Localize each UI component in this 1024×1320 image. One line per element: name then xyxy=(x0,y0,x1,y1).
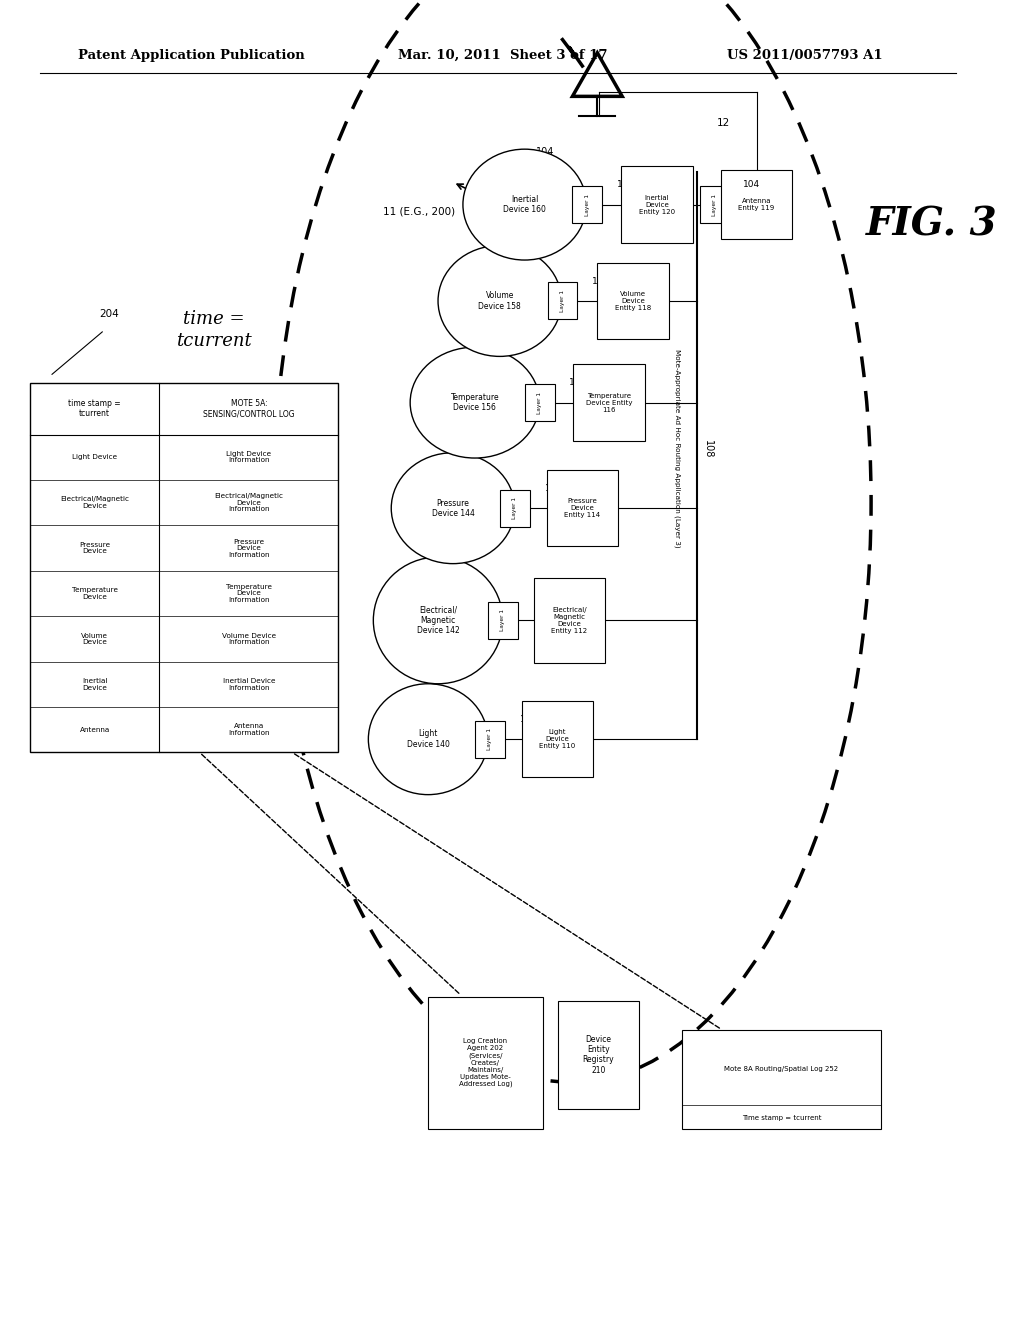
Text: Inertial
Device 160: Inertial Device 160 xyxy=(503,195,546,214)
FancyBboxPatch shape xyxy=(30,383,339,752)
Text: Pressure
Device
Entity 114: Pressure Device Entity 114 xyxy=(564,498,600,519)
FancyBboxPatch shape xyxy=(572,186,602,223)
Text: Inertial
Device
Entity 120: Inertial Device Entity 120 xyxy=(639,194,675,215)
Text: 104: 104 xyxy=(592,277,609,285)
Text: Layer 1: Layer 1 xyxy=(713,194,717,215)
FancyBboxPatch shape xyxy=(487,602,518,639)
Text: Electrical/
Magnetic
Device 142: Electrical/ Magnetic Device 142 xyxy=(417,606,460,635)
Text: Light
Device
Entity 110: Light Device Entity 110 xyxy=(540,729,575,750)
FancyBboxPatch shape xyxy=(524,384,555,421)
Text: Inertial
Device: Inertial Device xyxy=(82,678,108,690)
Text: Layer 1: Layer 1 xyxy=(537,392,542,413)
FancyBboxPatch shape xyxy=(557,1001,639,1109)
Text: 108: 108 xyxy=(702,440,713,458)
Ellipse shape xyxy=(369,684,487,795)
Text: 12: 12 xyxy=(717,117,730,128)
Text: Volume
Device
Entity 118: Volume Device Entity 118 xyxy=(615,290,651,312)
Ellipse shape xyxy=(374,557,503,684)
Text: Light Device
Information: Light Device Information xyxy=(226,451,271,463)
Text: Pressure
Device
Information: Pressure Device Information xyxy=(228,539,269,557)
FancyBboxPatch shape xyxy=(622,166,693,243)
Text: Inertial Device
Information: Inertial Device Information xyxy=(223,678,275,690)
Text: Layer 1: Layer 1 xyxy=(560,290,565,312)
Text: Mote-Appropriate Ad Hoc Routing Application (Layer 3): Mote-Appropriate Ad Hoc Routing Applicat… xyxy=(674,350,680,548)
Text: Antenna: Antenna xyxy=(80,727,110,733)
Text: Electrical/Magnetic
Device: Electrical/Magnetic Device xyxy=(60,496,129,510)
Text: Antenna
Information: Antenna Information xyxy=(228,723,269,737)
Text: 104: 104 xyxy=(536,147,554,157)
FancyBboxPatch shape xyxy=(534,578,605,663)
Ellipse shape xyxy=(391,453,515,564)
Text: Patent Application Publication: Patent Application Publication xyxy=(78,49,304,62)
FancyBboxPatch shape xyxy=(500,490,529,527)
Text: 104: 104 xyxy=(545,484,562,492)
Text: Time stamp = tcurrent: Time stamp = tcurrent xyxy=(741,1115,821,1121)
Text: Temperature
Device Entity
116: Temperature Device Entity 116 xyxy=(586,392,633,413)
Ellipse shape xyxy=(411,347,540,458)
Text: Electrical/
Magnetic
Device
Entity 112: Electrical/ Magnetic Device Entity 112 xyxy=(551,607,588,634)
Text: Layer 1: Layer 1 xyxy=(487,729,493,750)
Text: Volume Device
Information: Volume Device Information xyxy=(222,632,276,645)
Text: Pressure
Device: Pressure Device xyxy=(79,541,111,554)
Text: 11 (E.G., 200): 11 (E.G., 200) xyxy=(383,206,456,216)
Text: Light Device: Light Device xyxy=(72,454,117,461)
Text: Volume
Device 158: Volume Device 158 xyxy=(478,292,521,310)
Text: Layer 1: Layer 1 xyxy=(512,498,517,519)
Text: Volume
Device: Volume Device xyxy=(81,632,109,645)
Text: Temperature
Device
Information: Temperature Device Information xyxy=(226,583,272,603)
Text: time stamp =
tcurrent: time stamp = tcurrent xyxy=(69,399,121,418)
Text: US 2011/0057793 A1: US 2011/0057793 A1 xyxy=(727,49,883,62)
Text: time =
tcurrent: time = tcurrent xyxy=(176,310,252,350)
Text: Electrical/Magnetic
Device
Information: Electrical/Magnetic Device Information xyxy=(214,494,284,512)
Text: 104: 104 xyxy=(742,181,760,189)
Text: Device
Entity
Registry
210: Device Entity Registry 210 xyxy=(583,1035,614,1074)
FancyBboxPatch shape xyxy=(721,170,793,239)
Ellipse shape xyxy=(438,246,561,356)
Ellipse shape xyxy=(463,149,587,260)
Text: 104: 104 xyxy=(617,181,634,189)
Text: MOTE 5A:
SENSING/CONTROL LOG: MOTE 5A: SENSING/CONTROL LOG xyxy=(203,399,295,418)
FancyBboxPatch shape xyxy=(573,364,645,441)
Text: FIG. 3: FIG. 3 xyxy=(866,206,997,243)
Text: Light
Device 140: Light Device 140 xyxy=(407,730,450,748)
FancyBboxPatch shape xyxy=(682,1030,881,1129)
Text: Layer 1: Layer 1 xyxy=(585,194,590,215)
Text: 104: 104 xyxy=(519,715,537,723)
Text: Pressure
Device 144: Pressure Device 144 xyxy=(431,499,474,517)
Text: Log Creation
Agent 202
(Services/
Creates/
Maintains/
Updates Mote-
Addressed Lo: Log Creation Agent 202 (Services/ Create… xyxy=(459,1038,512,1088)
FancyBboxPatch shape xyxy=(475,721,505,758)
Text: Temperature
Device: Temperature Device xyxy=(72,587,118,599)
FancyBboxPatch shape xyxy=(521,701,593,777)
Text: Mote 8A Routing/Spatial Log 252: Mote 8A Routing/Spatial Log 252 xyxy=(724,1065,839,1072)
Text: 104: 104 xyxy=(569,379,587,387)
Text: Mar. 10, 2011  Sheet 3 of 17: Mar. 10, 2011 Sheet 3 of 17 xyxy=(398,49,607,62)
Text: Temperature
Device 156: Temperature Device 156 xyxy=(451,393,499,412)
FancyBboxPatch shape xyxy=(547,470,618,546)
Text: 204: 204 xyxy=(99,309,120,319)
FancyBboxPatch shape xyxy=(428,997,543,1129)
Text: 104: 104 xyxy=(532,597,550,605)
Text: Antenna
Entity 119: Antenna Entity 119 xyxy=(738,198,775,211)
FancyBboxPatch shape xyxy=(597,263,669,339)
FancyBboxPatch shape xyxy=(548,282,578,319)
Text: Layer 1: Layer 1 xyxy=(501,610,505,631)
FancyBboxPatch shape xyxy=(699,186,730,223)
